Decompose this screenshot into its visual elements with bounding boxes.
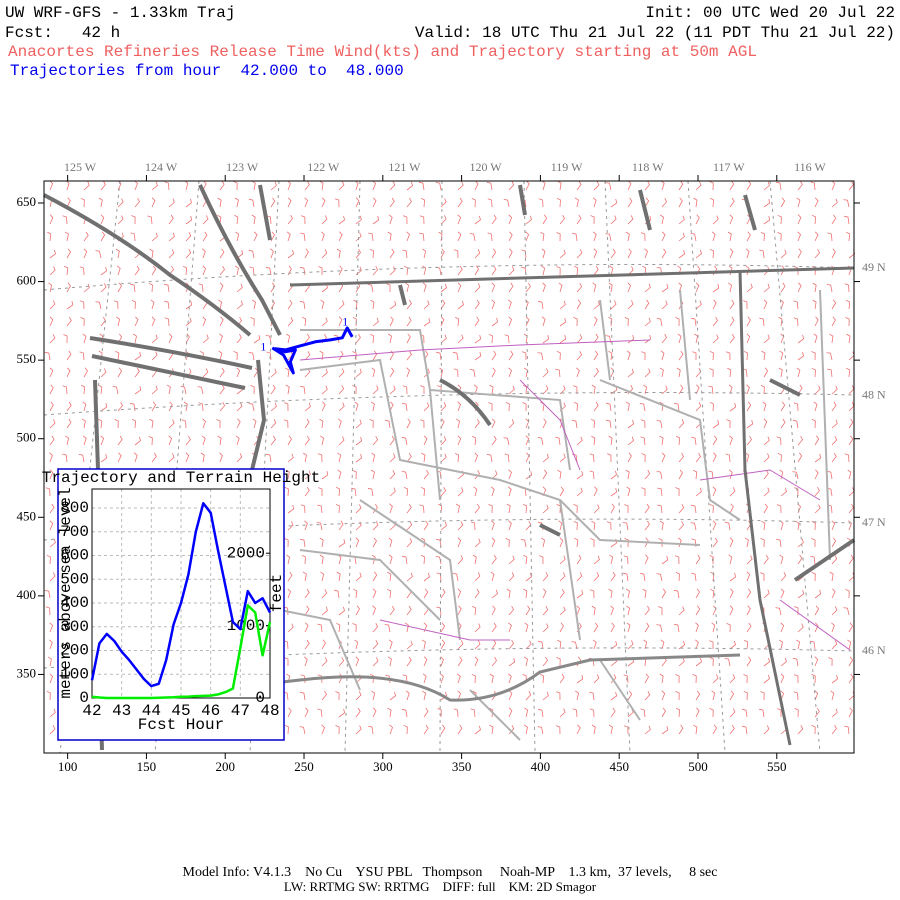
inset-title: Trajectory and Terrain Height	[42, 469, 320, 487]
y-tick-label: 550	[17, 351, 37, 366]
map-frame	[43, 180, 855, 754]
x-tick-label: 46	[201, 702, 220, 720]
y-axis-label: meters above sea level	[57, 487, 75, 698]
y-tick-label: 600	[17, 273, 37, 288]
x-axis-label: Fcst Hour	[138, 716, 224, 734]
idaho-border	[738, 269, 792, 746]
x-tick-label: 250	[294, 759, 314, 774]
lon-label: 123 W	[226, 160, 259, 174]
y-tick-label: 200	[60, 642, 89, 660]
y-tick-label: 300	[60, 618, 89, 636]
x-tick-label: 43	[112, 702, 131, 720]
trajectory-line	[271, 326, 354, 375]
lon-label: 124 W	[145, 160, 178, 174]
lat-lon-grid	[43, 180, 855, 754]
county-borders	[229, 289, 831, 741]
plot-subtitle: Trajectories from hour 42.000 to 48.000	[10, 62, 404, 80]
y-tick-label: 700	[60, 523, 89, 541]
trajectory-marker: 1	[260, 340, 266, 354]
y2-tick-label: 2000	[227, 544, 265, 562]
trajectory-marker: 1	[342, 315, 348, 329]
x-tick-label: 300	[373, 759, 393, 774]
footer-physics: LW: RRTMG SW: RRTMG DIFF: full KM: 2D Sm…	[284, 879, 597, 894]
lon-label: 118 W	[632, 160, 664, 174]
series-line	[91, 604, 272, 700]
lat-label: 48 N	[862, 387, 886, 401]
y-tick-label: 800	[60, 499, 89, 517]
rivers	[299, 339, 851, 651]
y-tick-label: 600	[60, 547, 89, 565]
x-tick-label: 500	[688, 759, 708, 774]
inset-chart: Trajectory and Terrain Height 42 43 44 45 46 4…	[42, 468, 320, 741]
x-tick-label: 42	[82, 702, 101, 720]
x-tick-label: 44	[142, 702, 161, 720]
footer-model-info: Model Info: V4.1.3 No Cu YSU PBL Thompso…	[183, 865, 718, 880]
lon-label: 117 W	[713, 160, 745, 174]
y2-tick-label: 1000	[227, 617, 265, 635]
x-tick-label: 100	[58, 759, 78, 774]
lon-label: 122 W	[307, 160, 340, 174]
lon-label: 116 W	[794, 160, 826, 174]
lon-label: 125 W	[64, 160, 97, 174]
x-tick-label: 450	[609, 759, 629, 774]
wind-barbs	[44, 180, 856, 735]
x-tick-label: 350	[452, 759, 472, 774]
forecast-hour: Fcst: 42 h	[5, 24, 120, 42]
series-line	[90, 502, 272, 688]
x-tick-label: 400	[531, 759, 551, 774]
y-tick-label: 500	[60, 570, 89, 588]
y-tick-label: 400	[60, 594, 89, 612]
lon-label: 121 W	[388, 160, 421, 174]
x-tick-label: 200	[215, 759, 235, 774]
y-tick-label: 450	[17, 508, 37, 523]
lat-label: 46 N	[862, 643, 886, 657]
valid-time: Valid: 18 UTC Thu 21 Jul 22 (11 PDT Thu …	[415, 24, 895, 42]
model-title: UW WRF-GFS - 1.33km Traj	[5, 4, 235, 22]
y-tick-label: 500	[17, 430, 37, 445]
x-tick-label: 48	[260, 702, 279, 720]
y2-axis-label: feet	[268, 574, 286, 612]
lon-label: 120 W	[469, 160, 502, 174]
x-tick-label: 550	[767, 759, 787, 774]
y-tick-label: 100	[60, 665, 89, 683]
y-tick-label: 350	[17, 665, 37, 680]
lon-label: 119 W	[551, 160, 583, 174]
init-time: Init: 00 UTC Wed 20 Jul 22	[645, 4, 895, 22]
x-tick-label: 150	[137, 759, 157, 774]
x-tick-label: 47	[231, 702, 250, 720]
lat-label: 47 N	[862, 515, 886, 529]
y-tick-label: 400	[17, 587, 37, 602]
y-tick-label: 0	[79, 689, 89, 707]
canada-border	[289, 266, 855, 287]
lat-label: 49 N	[862, 260, 886, 274]
y-tick-label: 650	[17, 194, 37, 209]
plot-title: Anacortes Refineries Release Time Wind(k…	[8, 43, 757, 61]
x-tick-label: 45	[171, 702, 190, 720]
